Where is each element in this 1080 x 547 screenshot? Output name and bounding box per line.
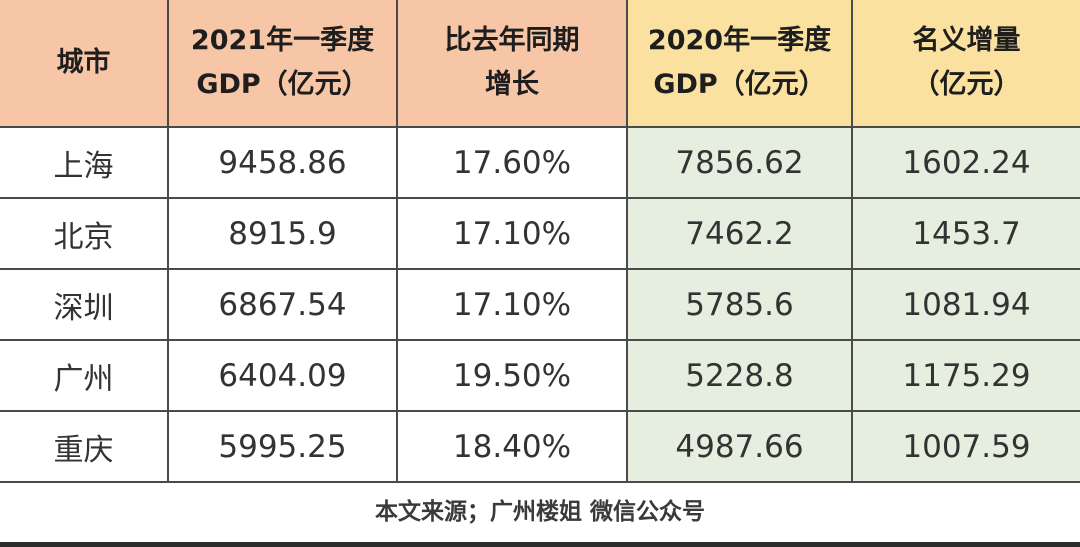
header-city: 城市 <box>0 0 169 128</box>
header-growth: 比去年同期 增长 <box>396 0 628 128</box>
header-gdp-2020q1: 2020年一季度 GDP（亿元） <box>626 0 853 128</box>
header-gdp-2021q1: 2021年一季度 GDP（亿元） <box>167 0 398 128</box>
bottom-divider <box>0 542 1080 547</box>
cell-increment: 1175.29 <box>851 339 1080 412</box>
table-row: 广州 6404.09 19.50% 5228.8 1175.29 <box>0 339 1080 412</box>
cell-gdp-2020q1: 5785.6 <box>626 268 853 341</box>
header-line1: 名义增量 <box>912 25 1021 56</box>
cell-gdp-2021q1: 6867.54 <box>167 268 398 341</box>
cell-city: 深圳 <box>0 268 169 341</box>
cell-city: 北京 <box>0 197 169 270</box>
header-row: 城市 2021年一季度 GDP（亿元） 比去年同期增长 2020年一季度 GDP（亿… <box>0 0 1080 128</box>
cell-growth: 17.10% <box>396 197 628 270</box>
source-caption: 本文来源；广州楼姐 微信公众号 <box>374 499 705 525</box>
cell-city: 重庆 <box>0 410 169 483</box>
header-line2: GDP（亿元） <box>653 69 826 100</box>
header-line2: （亿元） <box>912 69 1021 100</box>
header-line1: 2021年一季度 <box>190 25 375 56</box>
cell-increment: 1453.7 <box>851 197 1080 270</box>
header-increment: 名义增量 （亿元） <box>851 0 1080 128</box>
cell-growth: 17.60% <box>396 126 628 199</box>
cell-growth: 17.10% <box>396 268 628 341</box>
header-line2: 增长 <box>485 69 539 100</box>
cell-increment: 1007.59 <box>851 410 1080 483</box>
header-line1: 比去年同期 <box>444 25 580 56</box>
table-row: 北京 8915.9 17.10% 7462.2 1453.7 <box>0 197 1080 270</box>
table-row: 上海 9458.86 17.60% 7856.62 1602.24 <box>0 126 1080 199</box>
cell-gdp-2020q1: 4987.66 <box>626 410 853 483</box>
cell-gdp-2021q1: 8915.9 <box>167 197 398 270</box>
cell-growth: 19.50% <box>396 339 628 412</box>
cell-gdp-2021q1: 6404.09 <box>167 339 398 412</box>
cell-city: 广州 <box>0 339 169 412</box>
cell-gdp-2020q1: 7856.62 <box>626 126 853 199</box>
cell-gdp-2021q1: 5995.25 <box>167 410 398 483</box>
cell-gdp-2021q1: 9458.86 <box>167 126 398 199</box>
header-line2: GDP（亿元） <box>196 69 369 100</box>
cell-increment: 1081.94 <box>851 268 1080 341</box>
gdp-table: 城市 2021年一季度 GDP（亿元） 比去年同期增长 2020年一季度 GDP（亿… <box>0 0 1080 483</box>
cell-increment: 1602.24 <box>851 126 1080 199</box>
cell-gdp-2020q1: 5228.8 <box>626 339 853 412</box>
cell-growth: 18.40% <box>396 410 628 483</box>
cell-city: 上海 <box>0 126 169 199</box>
header-city-label: 城市 <box>56 47 111 78</box>
table-row: 重庆 5995.25 18.40% 4987.66 1007.59 <box>0 410 1080 483</box>
header-line1: 2020年一季度 <box>647 25 832 56</box>
table-row: 深圳 6867.54 17.10% 5785.6 1081.94 <box>0 268 1080 341</box>
cell-gdp-2020q1: 7462.2 <box>626 197 853 270</box>
